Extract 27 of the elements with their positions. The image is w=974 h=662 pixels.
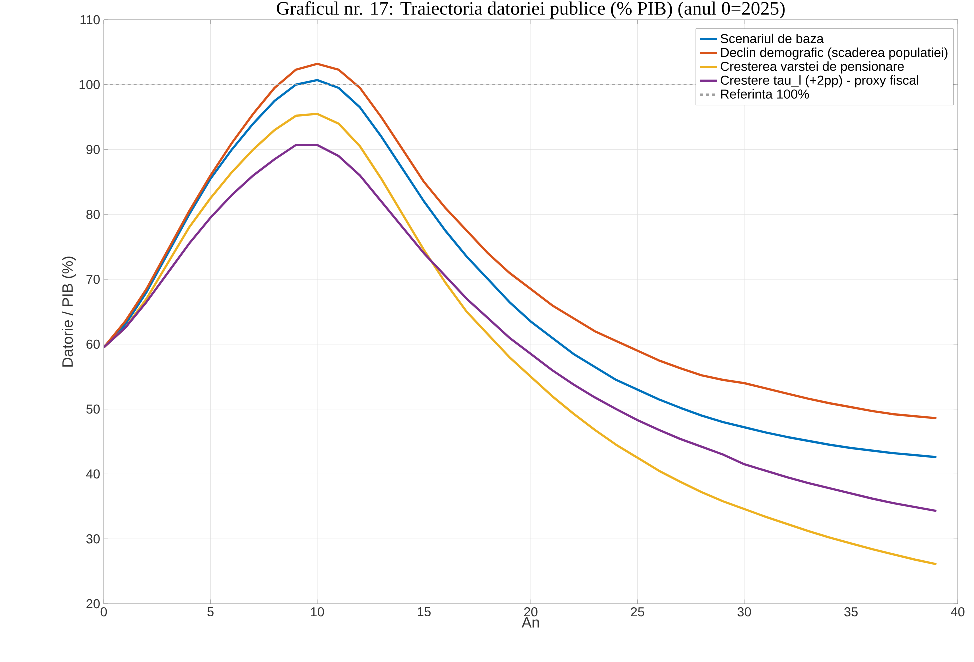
x-tick-label: 30 bbox=[738, 608, 752, 617]
x-tick-label: 5 bbox=[208, 608, 214, 617]
y-tick-label: 20 bbox=[86, 599, 100, 609]
legend-label: Declin demografic (scaderea populatiei) bbox=[721, 48, 948, 60]
y-tick-label: 70 bbox=[86, 274, 100, 284]
x-tick-label: 35 bbox=[844, 608, 858, 617]
y-tick-label: 50 bbox=[86, 404, 100, 414]
y-tick-label: 80 bbox=[86, 210, 100, 220]
x-tick-label: 25 bbox=[631, 608, 644, 617]
chart-title: Graficul nr. 17: Traiectoria datoriei publice (% PIB) (anul 0=2025) bbox=[277, 2, 785, 19]
y-tick-label: 40 bbox=[86, 470, 100, 479]
x-tick-label: 20 bbox=[524, 608, 538, 617]
legend-label: Crestere tau_l (+2pp) - proxy fiscal bbox=[720, 76, 918, 88]
y-tick-label: 100 bbox=[80, 80, 100, 90]
x-tick-label: 0 bbox=[100, 608, 108, 617]
x-axis-title: An bbox=[522, 618, 540, 628]
y-tick-label: 110 bbox=[80, 15, 100, 25]
y-tick-label: 60 bbox=[86, 340, 100, 350]
y-tick-label: 30 bbox=[86, 534, 100, 544]
y-axis-title: Datorie / PIB (%) bbox=[62, 256, 76, 367]
x-tick-label: 40 bbox=[951, 608, 965, 617]
x-tick-label: 15 bbox=[418, 608, 431, 617]
x-tick-label: 10 bbox=[311, 608, 324, 617]
legend-label: Scenariul de baza bbox=[720, 34, 824, 44]
y-tick-label: 90 bbox=[86, 145, 100, 154]
legend-label: Cresterea varstei de pensionare bbox=[720, 62, 904, 74]
ref-line-label: Referinta 100% bbox=[721, 89, 810, 99]
